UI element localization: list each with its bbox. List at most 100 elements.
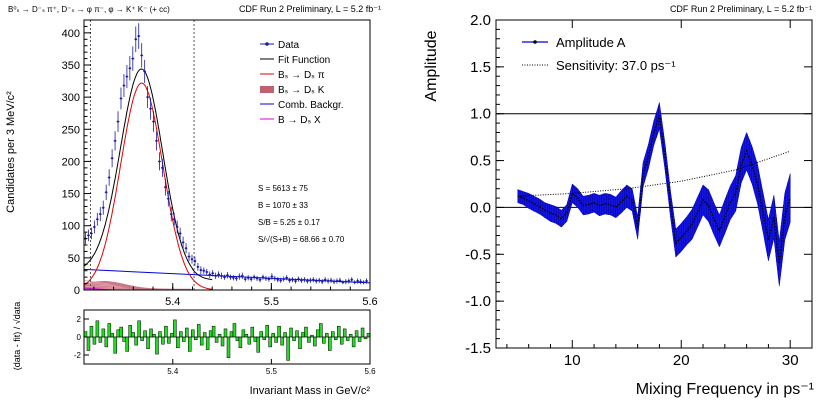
amplitude-panel: CDF Run 2 Preliminary, L = 5.2 fb⁻¹ Ampl… bbox=[423, 4, 814, 398]
amp-ytick-label: -1.0 bbox=[465, 293, 491, 310]
residual-bar bbox=[110, 333, 115, 338]
amp-ytick-label: 0.0 bbox=[470, 199, 491, 216]
mass-legend: Data Fit Function Bₛ → Dₛ π Bₛ → Dₛ K Co… bbox=[260, 40, 344, 126]
residual-bar bbox=[98, 336, 103, 343]
residual-bar bbox=[140, 336, 144, 341]
data-point bbox=[264, 277, 268, 280]
data-point bbox=[344, 280, 347, 283]
residual-bar bbox=[271, 333, 275, 338]
amp-ytick-label: 0.5 bbox=[470, 153, 491, 170]
data-point bbox=[356, 279, 359, 283]
residual-bar bbox=[229, 331, 234, 338]
mass-ytick-label: 100 bbox=[62, 221, 80, 233]
data-point bbox=[247, 276, 250, 279]
data-point bbox=[244, 277, 247, 281]
residual-bar bbox=[152, 334, 156, 338]
residual-bar bbox=[283, 332, 287, 338]
residual-bar bbox=[331, 331, 335, 338]
residual-bar bbox=[360, 327, 365, 338]
data-point bbox=[152, 120, 155, 123]
data-point bbox=[238, 275, 241, 278]
data-point bbox=[173, 218, 176, 221]
data-point bbox=[279, 279, 282, 282]
legend-fit: Fit Function bbox=[278, 55, 330, 66]
stat-sb: S/B = 5.25 ± 0.17 bbox=[258, 218, 321, 227]
residual-xtick-label: 5.5 bbox=[266, 367, 278, 376]
residual-bar bbox=[179, 331, 183, 338]
amp-xlabel: Mixing Frequency in ps⁻¹ bbox=[636, 381, 814, 398]
residual-bar bbox=[348, 334, 353, 338]
residual-bar bbox=[313, 336, 317, 347]
residual-bar bbox=[339, 336, 344, 345]
residual-bar bbox=[232, 323, 237, 338]
residual-bar bbox=[193, 336, 198, 340]
residual-xtick-label: 5.6 bbox=[364, 367, 376, 376]
residual-bar bbox=[328, 336, 332, 351]
data-point bbox=[282, 277, 285, 281]
data-point bbox=[90, 232, 93, 235]
residual-bar bbox=[345, 336, 350, 341]
residual-bar bbox=[319, 323, 323, 338]
mass-ylabel: Candidates per 3 MeV/c² bbox=[5, 91, 17, 213]
amp-ytick-label: 1.5 bbox=[470, 59, 491, 76]
residual-bar bbox=[205, 336, 210, 350]
mass-xtick-label: 5.4 bbox=[165, 296, 180, 308]
data-point bbox=[122, 84, 126, 87]
mass-ytick-label: 200 bbox=[62, 156, 80, 168]
residual-bar bbox=[137, 320, 141, 338]
residual-bar bbox=[167, 336, 171, 344]
data-point bbox=[146, 96, 149, 99]
data-point bbox=[93, 225, 96, 229]
data-point bbox=[347, 279, 350, 283]
amp-ylabel: Amplitude bbox=[423, 30, 440, 101]
amp-legend: Amplitude A Sensitivity: 37.0 ps⁻¹ bbox=[522, 35, 676, 73]
data-point bbox=[179, 232, 182, 235]
amp-ytick-label: 2.0 bbox=[470, 12, 491, 29]
data-point bbox=[96, 218, 99, 221]
residual-bar bbox=[155, 336, 159, 355]
residual-bar bbox=[354, 330, 359, 338]
legend-data: Data bbox=[278, 40, 300, 51]
data-point bbox=[108, 176, 111, 179]
residual-bar bbox=[247, 336, 252, 345]
stat-b: B = 1070 ± 33 bbox=[258, 201, 309, 210]
residual-bar bbox=[208, 330, 213, 338]
mass-ytick-label: 300 bbox=[62, 92, 80, 104]
legend-comb: Comb. Backgr. bbox=[278, 100, 344, 111]
residual-bar bbox=[122, 336, 126, 342]
data-point bbox=[119, 97, 123, 100]
data-point bbox=[309, 279, 312, 282]
residual-bar bbox=[289, 327, 293, 338]
data-point bbox=[321, 280, 324, 283]
data-point bbox=[306, 279, 309, 283]
residual-bar bbox=[217, 334, 222, 338]
residual-panel: (data - fit) / √data 2 0 -2 5.4 5.5 5.6 Invar… bbox=[12, 302, 376, 397]
residual-bar bbox=[223, 328, 228, 338]
residual-ytick-label: 2 bbox=[77, 315, 82, 324]
residual-bar bbox=[307, 336, 311, 343]
sensitivity-line bbox=[517, 150, 791, 197]
residual-bar bbox=[226, 336, 231, 358]
data-point bbox=[202, 269, 205, 272]
data-point bbox=[338, 279, 342, 282]
mass-ytick-label: 0 bbox=[74, 285, 80, 297]
data-point bbox=[258, 278, 262, 281]
data-point bbox=[362, 281, 365, 284]
amplitude-line bbox=[517, 115, 791, 264]
residual-bar bbox=[107, 323, 112, 338]
mass-ticks: 0 50 100 150 200 250 300 350 400 5.4 5.5 5.6 bbox=[62, 25, 378, 308]
data-point bbox=[324, 278, 327, 281]
residual-bar bbox=[351, 336, 356, 348]
mass-ytick-label: 350 bbox=[62, 60, 80, 72]
data-point bbox=[161, 166, 164, 169]
residual-bar bbox=[164, 325, 168, 338]
mass-corner-title: B⁰ₛ → D⁻ₛ π⁺, D⁻ₛ → φ π⁻, φ → K⁺ K⁻ (+ c… bbox=[8, 5, 170, 14]
data-point bbox=[190, 258, 194, 261]
data-point bbox=[131, 57, 134, 60]
data-point bbox=[140, 54, 143, 57]
mass-frame bbox=[83, 19, 371, 291]
residual-xlabel: Invariant Mass in GeV/c² bbox=[250, 385, 371, 397]
residual-bar bbox=[298, 336, 302, 349]
residual-ytick-label: 0 bbox=[77, 333, 82, 342]
